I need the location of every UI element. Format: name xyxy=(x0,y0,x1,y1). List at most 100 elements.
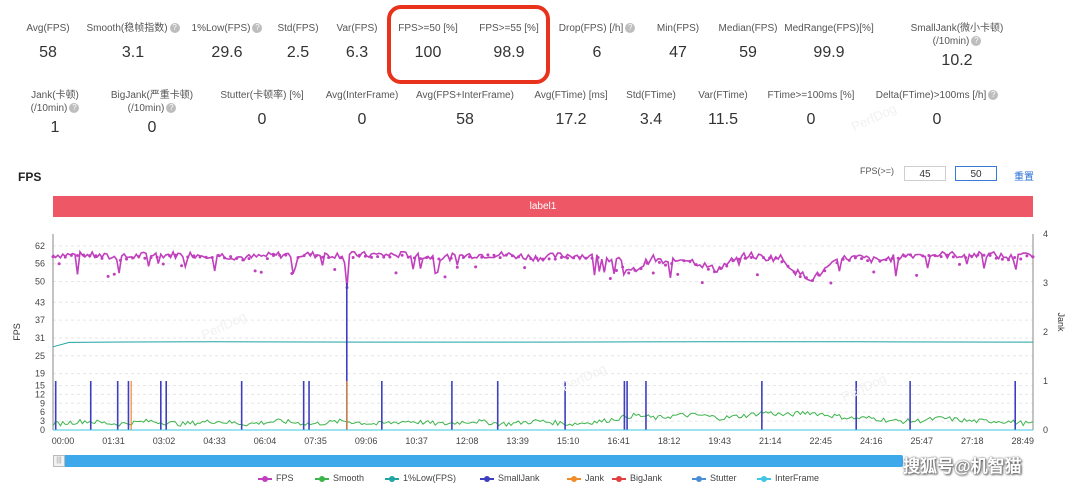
fps-threshold-label: FPS(>=) xyxy=(860,166,895,176)
label-bar[interactable]: label1 xyxy=(53,196,1033,217)
fps-point xyxy=(939,255,943,259)
y-tick-label: 0 xyxy=(40,425,45,435)
help-icon[interactable]: ? xyxy=(166,103,177,114)
stat-label: Std(FTime) xyxy=(626,90,676,101)
fps-point xyxy=(725,264,729,268)
legend-label: FPS xyxy=(276,473,294,483)
fps-point xyxy=(682,259,686,263)
help-icon[interactable]: ? xyxy=(625,23,636,34)
fps-point xyxy=(866,259,870,263)
fps-point xyxy=(982,253,986,257)
legend-item[interactable]: Stutter xyxy=(692,473,737,483)
fps-point xyxy=(841,257,845,261)
section-title: FPS xyxy=(18,170,42,184)
fps-point xyxy=(602,267,606,271)
stat-value: 0 xyxy=(806,111,816,128)
fps-point xyxy=(204,255,208,259)
fps-point xyxy=(88,254,92,258)
legend-swatch xyxy=(692,475,706,482)
help-icon[interactable]: ? xyxy=(971,36,982,47)
fps-point xyxy=(272,254,275,258)
fps-point xyxy=(1031,255,1035,259)
x-tick-label: 06:04 xyxy=(254,436,277,446)
fps-point xyxy=(69,253,73,257)
y-tick-label: 25 xyxy=(35,351,45,361)
x-tick-label: 22:45 xyxy=(809,436,832,446)
legend-item[interactable]: Jank xyxy=(567,473,604,483)
fps-point xyxy=(106,274,110,278)
fps-point xyxy=(284,253,288,257)
x-tick-label: 09:06 xyxy=(355,436,378,446)
stat-label: Var(FTime) xyxy=(698,90,748,101)
fps-point xyxy=(229,255,233,259)
stat-label: Std(FPS) xyxy=(277,23,319,34)
y-tick-label: 12 xyxy=(35,389,45,399)
fps-point xyxy=(412,256,416,260)
help-icon[interactable]: ? xyxy=(988,90,999,101)
legend-swatch xyxy=(567,475,581,482)
fps-point xyxy=(1025,254,1029,258)
help-icon[interactable]: ? xyxy=(69,103,80,114)
fps-point xyxy=(327,256,331,260)
stat-value: 17.2 xyxy=(555,111,587,128)
x-tick-label: 18:12 xyxy=(658,436,681,446)
legend-label: Stutter xyxy=(710,473,737,483)
fps-point xyxy=(431,256,435,260)
legend-item[interactable]: FPS xyxy=(258,473,294,483)
stat-value: 58 xyxy=(456,111,474,128)
fps-point xyxy=(186,255,190,259)
legend-item[interactable]: InterFrame xyxy=(757,473,819,483)
slider-handle[interactable]: ||| xyxy=(53,455,65,467)
fps-point xyxy=(970,254,974,258)
y-tick-label: 19 xyxy=(35,369,45,379)
fps-point xyxy=(768,256,772,260)
fps-point xyxy=(743,256,747,260)
fps-point xyxy=(670,262,674,266)
fps-point xyxy=(523,266,527,270)
fps-point xyxy=(388,255,392,259)
fps-point xyxy=(265,257,269,261)
fps-threshold-input-2[interactable]: 50 xyxy=(955,166,997,181)
fps-point xyxy=(547,257,551,261)
x-tick-label: 27:18 xyxy=(961,436,984,446)
legend-item[interactable]: SmallJank xyxy=(480,473,540,483)
fps-point xyxy=(253,269,257,273)
row2-stat: Stutter(卡顿率) [%] 0 xyxy=(192,89,332,129)
fps-point xyxy=(296,256,300,260)
x-tick-label: 04:33 xyxy=(203,436,226,446)
row2-stat: Avg(FTime) [ms] 17.2 xyxy=(501,89,641,129)
y-tick-label: 31 xyxy=(35,333,45,343)
stat-label: Min(FPS) xyxy=(656,23,700,34)
fps-point xyxy=(394,271,398,275)
fps-point xyxy=(645,261,649,265)
row1-stat: Drop(FPS) [/h]? 6 xyxy=(527,22,667,62)
legend-item[interactable]: BigJank xyxy=(612,473,662,483)
fps-point xyxy=(596,256,600,260)
reset-link[interactable]: 重置 xyxy=(1014,172,1034,183)
stat-label: Stutter(卡顿率) [%] xyxy=(220,90,304,101)
legend-swatch xyxy=(258,475,272,482)
fps-point xyxy=(584,256,588,260)
fps-point xyxy=(762,256,765,260)
fps-point xyxy=(578,256,582,260)
fps-point xyxy=(137,255,141,259)
x-tick-label: 19:43 xyxy=(708,436,731,446)
fps-point xyxy=(627,271,631,275)
y-tick-label: 6 xyxy=(40,407,45,417)
legend-item[interactable]: Smooth xyxy=(315,473,364,483)
y-tick-label: 9 xyxy=(40,398,45,408)
row2-stat: Avg(FPS+InterFrame) 58 xyxy=(395,89,535,129)
fps-point xyxy=(210,256,214,260)
help-icon[interactable]: ? xyxy=(252,23,263,34)
legend-label: Smooth xyxy=(333,473,365,483)
fps-threshold-input-1[interactable]: 45 xyxy=(904,166,946,181)
fps-point xyxy=(664,263,667,267)
x-tick-label: 28:49 xyxy=(1012,436,1035,446)
time-range-slider[interactable] xyxy=(53,455,903,467)
y2-tick-label: 3 xyxy=(1043,278,1048,288)
fps-point xyxy=(363,254,367,258)
help-icon[interactable]: ? xyxy=(169,23,180,34)
fps-point xyxy=(1013,256,1017,260)
series-smooth xyxy=(52,410,1034,427)
legend-item[interactable]: 1%Low(FPS) xyxy=(385,473,456,483)
